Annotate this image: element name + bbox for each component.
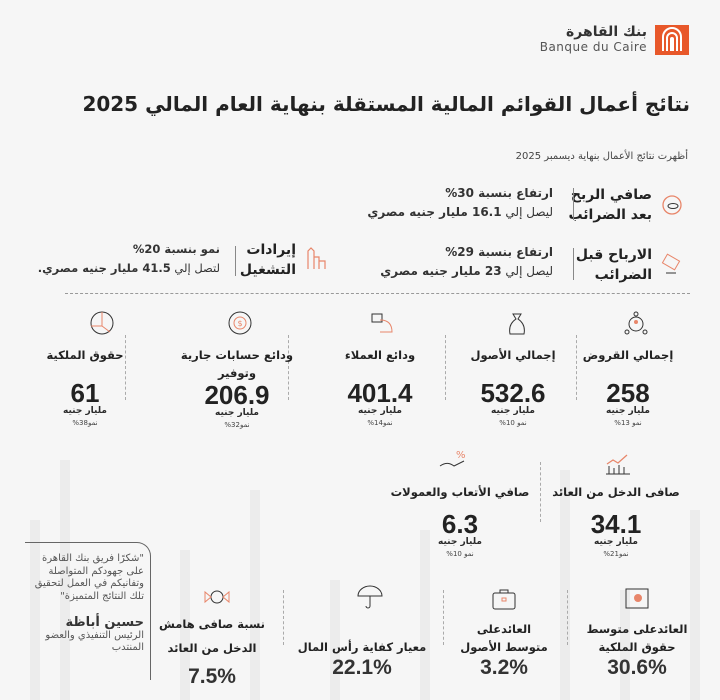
quote-author-role: الرئيس التنفيذي والعضو المنتدب <box>45 630 144 653</box>
metric-current-savings-deposits: ودائع حسابات جارية وتوفير 206.9 مليار جنيه… <box>180 348 294 429</box>
candy-icon <box>202 584 232 610</box>
quote-text: "شكرًا فريق بنك القاهرة على جهودكم المتو… <box>34 553 144 602</box>
ratio-roa: العائدعلى متوسط الأصول 3.2% <box>460 622 548 679</box>
ceo-quote: "شكرًا فريق بنك القاهرة على جهودكم المتو… <box>25 542 151 680</box>
ratio-roe: العائدعلى متوسط حقوق الملكية 30.6% <box>586 622 688 679</box>
divider <box>125 335 126 400</box>
svg-text:%: % <box>456 450 466 461</box>
quote-author: حسين أباظة <box>65 615 144 630</box>
bank-logo <box>655 25 689 55</box>
subtitle: أظهرت نتائج الأعمال بنهاية ديسمبر 2025 <box>515 151 688 162</box>
people-network-icon <box>621 310 651 336</box>
percent-hand-icon: % <box>438 448 468 474</box>
safe-icon <box>622 586 652 612</box>
dollar-cycle-icon: $ <box>225 310 255 336</box>
highlight-desc-pre-tax: ارتفاع بنسبة 29% ليصل إلي 23 مليار جنيه م… <box>380 245 553 278</box>
divider <box>443 590 444 645</box>
money-hand-icon <box>660 253 684 281</box>
umbrella-icon <box>355 584 385 610</box>
divider <box>573 188 574 220</box>
divider <box>283 590 284 645</box>
money-bag-icon <box>502 310 532 336</box>
metric-total-assets: إجمالي الأصول 532.6 مليار جنيه نمو 10% <box>470 348 556 427</box>
metric-total-loans: إجمالي القروض 258 مليار جنيه نمو 13% <box>582 348 674 427</box>
brand-name-en: Banque du Caire <box>539 40 647 54</box>
bar-growth-icon <box>305 245 329 275</box>
section-divider <box>65 293 690 294</box>
highlight-title-operating-revenue: إيرادات التشغيل <box>239 242 296 278</box>
divider <box>567 590 568 645</box>
svg-text:$: $ <box>237 319 242 328</box>
metric-customer-deposits: ودائع العملاء 401.4 مليار جنيه نمو14% <box>344 348 416 427</box>
divider <box>235 246 236 276</box>
pie-chart-icon <box>87 310 117 336</box>
divider <box>445 335 446 400</box>
highlight-title-net-profit: صافي الربح بعد الضرائب <box>568 187 652 223</box>
coins-icon <box>660 193 684 221</box>
line-chart-icon <box>603 450 633 476</box>
page-title: نتائج أعمال القوائم المالية المستقلة بنه… <box>82 92 690 116</box>
divider <box>573 248 574 280</box>
metric-net-fees-commissions: صافي الأتعاب والعمولات 6.3 مليار جنيه نمو 1… <box>390 485 530 558</box>
highlight-desc-operating-revenue: نمو بنسبة 20% لتصل إلي 41.5 مليار جنيه مص… <box>37 242 220 275</box>
briefcase-icon <box>489 586 519 612</box>
divider <box>540 462 541 522</box>
highlight-desc-net-profit: ارتفاع بنسبة 30% ليصل إلي 16.1 مليار جنيه… <box>367 186 553 219</box>
metric-equity: حقوق الملكية 61 مليار جنيه نمو38% <box>46 348 124 427</box>
deposit-hand-icon <box>368 310 398 336</box>
ratio-capital-adequacy: معيار كفاية رأس المال 22.1% <box>297 640 427 679</box>
brand-name-ar: بنك القاهرة <box>566 24 647 40</box>
ratio-net-interest-margin: نسبة صافى هامش الدخل من العائد 7.5% <box>159 617 265 688</box>
divider <box>288 335 289 400</box>
highlight-title-pre-tax: الارباح قبل الضرائب <box>575 247 652 283</box>
metric-net-interest-income: صافى الدخل من العائد 34.1 مليار جنيه نمو21% <box>552 485 680 558</box>
divider <box>576 335 577 400</box>
